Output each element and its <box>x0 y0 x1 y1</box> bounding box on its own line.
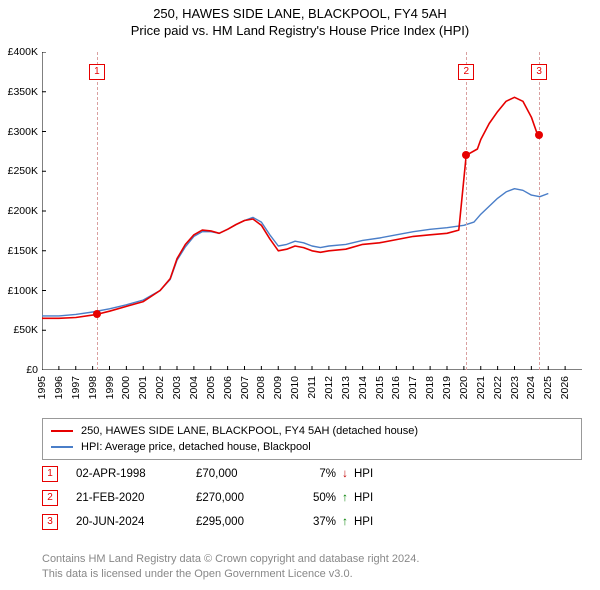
x-tick-label: 2013 <box>340 376 352 399</box>
plot-svg <box>42 52 582 370</box>
event-row-marker: 2 <box>42 490 58 506</box>
event-vline <box>97 52 98 370</box>
event-hpi-label: HPI <box>354 492 373 504</box>
x-tick-label: 1995 <box>36 376 48 399</box>
x-tick-label: 2004 <box>188 376 200 399</box>
x-tick-label: 1996 <box>53 376 65 399</box>
x-tick-label: 2003 <box>171 376 183 399</box>
x-tick-label: 1999 <box>104 376 116 399</box>
event-marker-box: 2 <box>458 64 474 80</box>
x-tick-label: 2020 <box>458 376 470 399</box>
titles: 250, HAWES SIDE LANE, BLACKPOOL, FY4 5AH… <box>0 0 600 38</box>
x-tick-label: 2016 <box>390 376 402 399</box>
x-tick-label: 2021 <box>475 376 487 399</box>
title-subtitle: Price paid vs. HM Land Registry's House … <box>0 23 600 38</box>
event-date: 02-APR-1998 <box>76 468 196 480</box>
x-tick-label: 2009 <box>272 376 284 399</box>
x-tick-label: 2022 <box>492 376 504 399</box>
event-pct: 50% <box>296 492 336 504</box>
event-price: £270,000 <box>196 492 296 504</box>
y-tick-label: £350K <box>0 86 38 98</box>
y-tick-label: £0 <box>0 364 38 376</box>
event-point <box>93 310 101 318</box>
x-tick-label: 2002 <box>154 376 166 399</box>
legend-row: 250, HAWES SIDE LANE, BLACKPOOL, FY4 5AH… <box>51 423 573 439</box>
event-row-marker: 3 <box>42 514 58 530</box>
event-row: 3 20-JUN-2024£295,00037%↑HPI <box>42 510 582 534</box>
y-tick-label: £300K <box>0 126 38 138</box>
event-point <box>535 131 543 139</box>
event-row: 1 02-APR-1998£70,0007%↓HPI <box>42 462 582 486</box>
chart-container: 250, HAWES SIDE LANE, BLACKPOOL, FY4 5AH… <box>0 0 600 590</box>
x-tick-label: 2015 <box>374 376 386 399</box>
legend: 250, HAWES SIDE LANE, BLACKPOOL, FY4 5AH… <box>42 418 582 460</box>
x-tick-label: 2019 <box>441 376 453 399</box>
legend-row: HPI: Average price, detached house, Blac… <box>51 439 573 455</box>
event-price: £70,000 <box>196 468 296 480</box>
x-tick-label: 2006 <box>222 376 234 399</box>
y-tick-label: £50K <box>0 324 38 336</box>
event-vline <box>466 52 467 370</box>
footer-line1: Contains HM Land Registry data © Crown c… <box>42 552 419 567</box>
event-row-marker: 1 <box>42 466 58 482</box>
y-tick-label: £100K <box>0 285 38 297</box>
event-price: £295,000 <box>196 516 296 528</box>
legend-swatch <box>51 446 73 448</box>
event-arrow-icon: ↑ <box>336 492 354 504</box>
x-tick-label: 2018 <box>424 376 436 399</box>
event-pct: 37% <box>296 516 336 528</box>
y-tick-label: £200K <box>0 205 38 217</box>
x-tick-label: 2025 <box>542 376 554 399</box>
event-arrow-icon: ↓ <box>336 468 354 480</box>
x-tick-label: 2023 <box>509 376 521 399</box>
x-tick-label: 2026 <box>559 376 571 399</box>
x-tick-label: 2001 <box>137 376 149 399</box>
x-tick-label: 2024 <box>525 376 537 399</box>
x-tick-label: 2000 <box>120 376 132 399</box>
x-tick-label: 2014 <box>357 376 369 399</box>
event-pct: 7% <box>296 468 336 480</box>
x-tick-label: 2011 <box>306 376 318 399</box>
event-date: 21-FEB-2020 <box>76 492 196 504</box>
legend-label: HPI: Average price, detached house, Blac… <box>81 441 311 453</box>
x-tick-label: 2007 <box>239 376 251 399</box>
legend-label: 250, HAWES SIDE LANE, BLACKPOOL, FY4 5AH… <box>81 425 418 437</box>
title-address: 250, HAWES SIDE LANE, BLACKPOOL, FY4 5AH <box>0 6 600 21</box>
event-vline <box>539 52 540 370</box>
event-marker-box: 1 <box>89 64 105 80</box>
x-tick-label: 1997 <box>70 376 82 399</box>
event-hpi-label: HPI <box>354 468 373 480</box>
y-tick-label: £250K <box>0 165 38 177</box>
event-point <box>462 151 470 159</box>
x-tick-label: 2017 <box>407 376 419 399</box>
x-tick-label: 2012 <box>323 376 335 399</box>
footer-line2: This data is licensed under the Open Gov… <box>42 567 419 582</box>
event-date: 20-JUN-2024 <box>76 516 196 528</box>
x-tick-label: 2005 <box>205 376 217 399</box>
event-marker-box: 3 <box>531 64 547 80</box>
y-tick-label: £150K <box>0 245 38 257</box>
events-table: 102-APR-1998£70,0007%↓HPI221-FEB-2020£27… <box>42 462 582 534</box>
event-arrow-icon: ↑ <box>336 516 354 528</box>
event-row: 2 21-FEB-2020£270,00050%↑HPI <box>42 486 582 510</box>
x-tick-label: 2010 <box>289 376 301 399</box>
legend-swatch <box>51 430 73 432</box>
chart-area: £0£50K£100K£150K£200K£250K£300K£350K£400… <box>42 52 582 370</box>
y-tick-label: £400K <box>0 46 38 58</box>
x-tick-label: 1998 <box>87 376 99 399</box>
event-hpi-label: HPI <box>354 516 373 528</box>
x-tick-label: 2008 <box>255 376 267 399</box>
footer: Contains HM Land Registry data © Crown c… <box>42 552 419 582</box>
